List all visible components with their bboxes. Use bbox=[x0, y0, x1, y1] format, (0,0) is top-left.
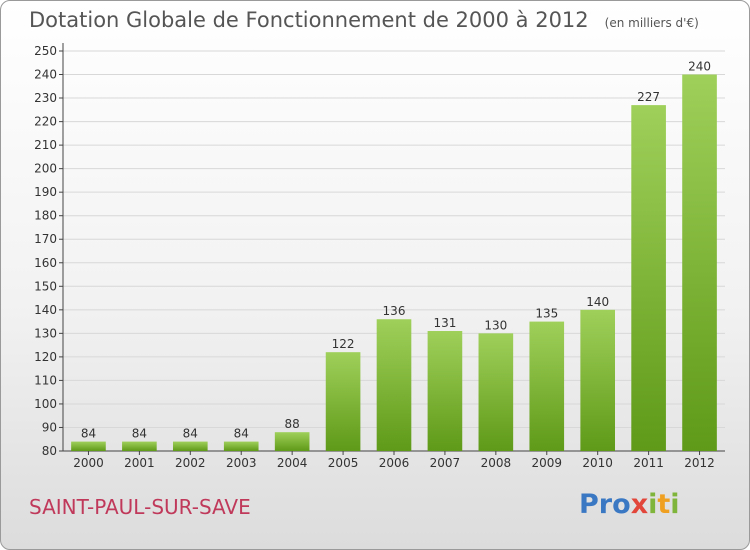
logo-letter: t bbox=[657, 489, 671, 520]
bar-value-label: 135 bbox=[535, 307, 558, 321]
y-tick-label: 220 bbox=[34, 115, 57, 129]
y-tick-label: 160 bbox=[34, 256, 57, 270]
bar bbox=[71, 441, 106, 451]
y-tick-label: 170 bbox=[34, 232, 57, 246]
bar-value-label: 84 bbox=[183, 427, 198, 441]
y-tick-label: 110 bbox=[34, 373, 57, 387]
y-tick-label: 80 bbox=[42, 444, 57, 458]
logo-letter: x bbox=[630, 489, 649, 520]
commune-name: SAINT-PAUL-SUR-SAVE bbox=[29, 495, 251, 519]
y-tick-label: 190 bbox=[34, 185, 57, 199]
x-tick-label: 2000 bbox=[73, 456, 104, 470]
proxiti-logo: Proxiti bbox=[579, 489, 680, 520]
bar bbox=[122, 441, 157, 451]
x-tick-label: 2007 bbox=[430, 456, 461, 470]
bar-value-label: 227 bbox=[637, 90, 660, 104]
x-tick-label: 2011 bbox=[633, 456, 664, 470]
bar-value-label: 88 bbox=[285, 417, 300, 431]
bar bbox=[631, 105, 666, 451]
chart-title: Dotation Globale de Fonctionnement de 20… bbox=[29, 8, 699, 32]
y-tick-label: 230 bbox=[34, 91, 57, 105]
bar-value-label: 140 bbox=[586, 295, 609, 309]
x-tick-label: 2012 bbox=[684, 456, 715, 470]
x-tick-label: 2003 bbox=[226, 456, 257, 470]
bar-value-label: 122 bbox=[332, 337, 355, 351]
bar bbox=[580, 309, 616, 451]
x-tick-label: 2009 bbox=[531, 456, 562, 470]
x-tick-label: 2004 bbox=[277, 456, 308, 470]
y-tick-label: 200 bbox=[34, 162, 57, 176]
y-tick-label: 180 bbox=[34, 209, 57, 223]
y-tick-label: 150 bbox=[34, 279, 57, 293]
bar bbox=[478, 333, 514, 451]
logo-letter: i bbox=[670, 489, 680, 520]
bar bbox=[325, 352, 361, 451]
y-tick-label: 250 bbox=[34, 44, 57, 58]
y-tick-label: 140 bbox=[34, 303, 57, 317]
y-tick-label: 120 bbox=[34, 350, 57, 364]
x-tick-label: 2001 bbox=[124, 456, 155, 470]
logo-letter: P bbox=[579, 489, 599, 520]
bar bbox=[529, 321, 565, 451]
x-tick-label: 2002 bbox=[175, 456, 206, 470]
bar bbox=[376, 319, 412, 451]
x-tick-label: 2006 bbox=[379, 456, 410, 470]
x-tick-label: 2010 bbox=[582, 456, 613, 470]
bar bbox=[223, 441, 259, 451]
y-tick-label: 210 bbox=[34, 138, 57, 152]
title-text: Dotation Globale de Fonctionnement de 20… bbox=[29, 8, 589, 32]
bar-value-label: 84 bbox=[132, 427, 147, 441]
logo-letter: r bbox=[598, 489, 613, 520]
bar-value-label: 84 bbox=[81, 427, 96, 441]
y-tick-label: 100 bbox=[34, 397, 57, 411]
bar-value-label: 84 bbox=[234, 427, 249, 441]
x-tick-label: 2005 bbox=[328, 456, 359, 470]
bar bbox=[274, 432, 310, 451]
y-tick-label: 240 bbox=[34, 68, 57, 82]
logo-letter: o bbox=[612, 489, 631, 520]
bar bbox=[427, 331, 463, 451]
bar-value-label: 240 bbox=[688, 60, 711, 74]
bar-value-label: 130 bbox=[484, 318, 507, 332]
bar bbox=[172, 441, 208, 451]
y-tick-label: 90 bbox=[42, 420, 57, 434]
y-tick-label: 130 bbox=[34, 326, 57, 340]
bar-value-label: 131 bbox=[433, 316, 456, 330]
unit-note: (en milliers d'€) bbox=[604, 16, 699, 30]
bar-value-label: 136 bbox=[383, 304, 406, 318]
x-tick-label: 2008 bbox=[481, 456, 512, 470]
bar bbox=[682, 74, 717, 451]
logo-letter: i bbox=[648, 489, 658, 520]
